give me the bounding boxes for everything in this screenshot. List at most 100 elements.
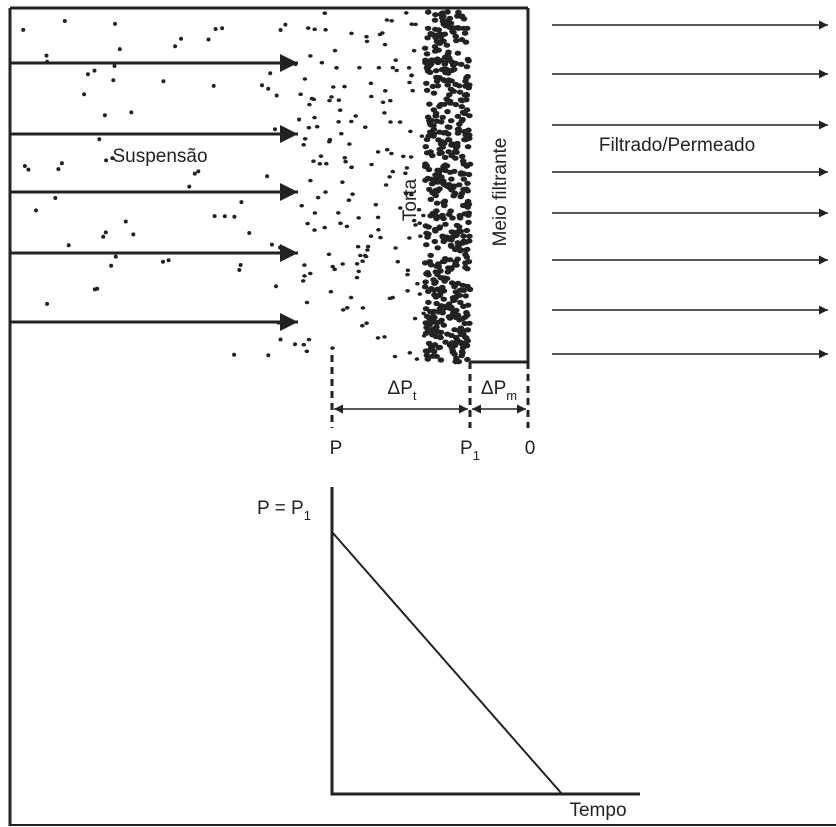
particle [348, 295, 354, 300]
particles [21, 9, 474, 365]
particle [404, 11, 409, 15]
particle [455, 243, 462, 249]
particle [103, 230, 108, 235]
particle [423, 163, 431, 169]
particle [449, 348, 457, 354]
particle [336, 98, 342, 102]
particle [436, 103, 443, 109]
particle [266, 86, 271, 91]
particle [441, 154, 449, 160]
particle [166, 258, 171, 263]
particle [440, 130, 448, 136]
particle [423, 324, 430, 331]
symbol: ΔP [388, 378, 413, 399]
particle [445, 211, 453, 217]
particle [463, 227, 471, 234]
particle [437, 329, 445, 335]
particle [449, 88, 457, 94]
particle [417, 221, 423, 225]
particle [404, 166, 410, 170]
particle [390, 65, 396, 70]
particle [237, 268, 242, 272]
particle [327, 137, 333, 142]
particle [424, 348, 432, 354]
particle [339, 131, 344, 136]
particle [441, 203, 448, 209]
particle [457, 13, 464, 19]
particle [432, 294, 440, 300]
particle [131, 232, 136, 237]
particle [427, 122, 435, 128]
particle [423, 80, 430, 86]
particle [419, 134, 425, 138]
particle [363, 125, 368, 129]
medium-pressure-drop: ΔPm [481, 378, 517, 403]
particle [349, 165, 355, 169]
particle [422, 223, 430, 229]
particle [440, 101, 448, 107]
particle [456, 121, 463, 127]
particle [383, 183, 389, 187]
particle [376, 65, 382, 70]
particle [306, 125, 312, 130]
particle [247, 231, 252, 235]
particle [305, 221, 310, 226]
particle [390, 295, 396, 300]
particle [350, 192, 355, 196]
particle [327, 98, 332, 103]
particle [278, 245, 282, 250]
particle [443, 183, 451, 189]
particle [437, 357, 445, 363]
particle [92, 68, 97, 73]
particle [426, 101, 433, 107]
particle [395, 259, 401, 264]
particle [460, 161, 468, 167]
particle [458, 190, 466, 197]
particle [405, 268, 411, 273]
particle [411, 218, 417, 223]
particle [340, 262, 346, 266]
particle [449, 234, 457, 240]
particle [334, 66, 339, 70]
particle [355, 244, 361, 249]
particle [418, 234, 423, 238]
particle [423, 87, 431, 93]
particle [446, 15, 454, 21]
particle [437, 307, 444, 314]
particle [102, 113, 107, 118]
particle [34, 208, 38, 213]
particle [445, 149, 453, 155]
particle [446, 24, 454, 30]
particle [213, 27, 218, 31]
graph-x-label: Tempo [569, 800, 626, 821]
particle [465, 201, 473, 207]
particle [442, 60, 449, 66]
particle [423, 313, 431, 319]
particle [447, 20, 455, 26]
particle [431, 48, 439, 54]
particle [211, 83, 216, 88]
pressure-graph [330, 487, 640, 796]
particle [457, 170, 465, 176]
particle [161, 79, 166, 84]
particle [436, 146, 444, 152]
particle [293, 342, 297, 347]
particle [433, 353, 440, 359]
particle [447, 242, 455, 248]
particle [278, 28, 283, 32]
subscript: m [506, 388, 517, 403]
particle [433, 200, 441, 206]
particle [427, 196, 435, 202]
particle [389, 151, 394, 156]
particle [331, 85, 336, 89]
particle [454, 339, 462, 345]
particle [459, 350, 466, 356]
particle [360, 259, 365, 264]
particle [410, 88, 416, 93]
particle [101, 234, 106, 239]
particle [440, 296, 448, 302]
particle [299, 203, 305, 208]
particle [382, 42, 388, 47]
particle [446, 257, 454, 263]
particle [212, 214, 217, 219]
